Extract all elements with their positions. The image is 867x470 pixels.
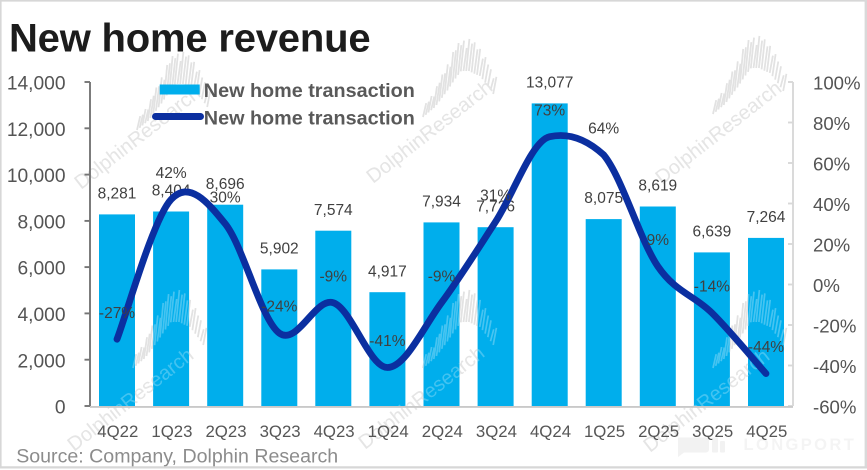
svg-text:5,902: 5,902 [260,241,299,258]
svg-text:3Q23: 3Q23 [260,422,301,441]
svg-text:0%: 0% [813,275,840,296]
svg-text:2Q25: 2Q25 [638,422,679,441]
svg-text:20%: 20% [813,235,850,256]
svg-text:8,075: 8,075 [584,190,623,207]
svg-text:2Q24: 2Q24 [422,422,463,441]
svg-text:New home revenue: New home revenue [9,17,370,61]
svg-text:73%: 73% [534,102,565,119]
svg-text:-27%: -27% [99,305,135,322]
svg-text:-14%: -14% [694,279,730,296]
svg-text:64%: 64% [588,121,619,138]
svg-text:8,281: 8,281 [98,186,137,203]
svg-text:60%: 60% [813,154,850,175]
svg-text:-44%: -44% [748,339,784,356]
svg-text:-60%: -60% [813,397,856,418]
svg-text:9%: 9% [647,232,670,249]
svg-text:13,077: 13,077 [526,75,573,92]
svg-text:8,619: 8,619 [638,178,677,195]
svg-text:6,639: 6,639 [693,224,732,241]
svg-text:-20%: -20% [813,316,856,337]
svg-text:7,934: 7,934 [422,194,461,211]
svg-text:31%: 31% [480,187,511,204]
svg-text:1Q23: 1Q23 [151,422,192,441]
svg-text:4,000: 4,000 [17,305,65,326]
svg-text:12,000: 12,000 [7,120,66,141]
svg-text:-41%: -41% [369,333,405,350]
svg-text:14,000: 14,000 [7,74,66,95]
svg-text:1Q24: 1Q24 [368,422,409,441]
svg-text:7,574: 7,574 [314,202,353,219]
svg-text:8,696: 8,696 [206,176,245,193]
svg-text:LONGPORT: LONGPORT [744,436,857,454]
svg-text:2Q23: 2Q23 [205,422,246,441]
svg-text:4,917: 4,917 [368,263,407,280]
svg-text:-9%: -9% [428,268,456,285]
svg-text:30%: 30% [210,189,241,206]
svg-text:1Q25: 1Q25 [584,422,625,441]
svg-text:3Q24: 3Q24 [476,422,517,441]
svg-text:100%: 100% [813,73,861,94]
svg-text:4Q22: 4Q22 [97,422,138,441]
svg-text:Source: Company, Dolphin Resea: Source: Company, Dolphin Research [16,446,338,468]
svg-text:6,000: 6,000 [17,259,65,280]
svg-text:-40%: -40% [813,356,856,377]
svg-text:0: 0 [55,398,66,419]
svg-text:4Q25: 4Q25 [746,422,787,441]
svg-text:2,000: 2,000 [17,351,65,372]
svg-text:4Q23: 4Q23 [314,422,355,441]
svg-text:New home transaction: New home transaction [204,80,415,102]
svg-text:4Q24: 4Q24 [530,422,571,441]
svg-text:7,264: 7,264 [747,209,786,226]
svg-text:10,000: 10,000 [7,166,66,187]
svg-text:40%: 40% [813,194,850,215]
svg-text:-24%: -24% [261,299,297,316]
svg-text:-9%: -9% [320,268,348,285]
svg-text:3Q25: 3Q25 [692,422,733,441]
svg-text:New home transaction: New home transaction [204,107,415,129]
svg-text:8,000: 8,000 [17,213,65,234]
svg-text:80%: 80% [813,113,850,134]
svg-text:42%: 42% [156,165,187,182]
